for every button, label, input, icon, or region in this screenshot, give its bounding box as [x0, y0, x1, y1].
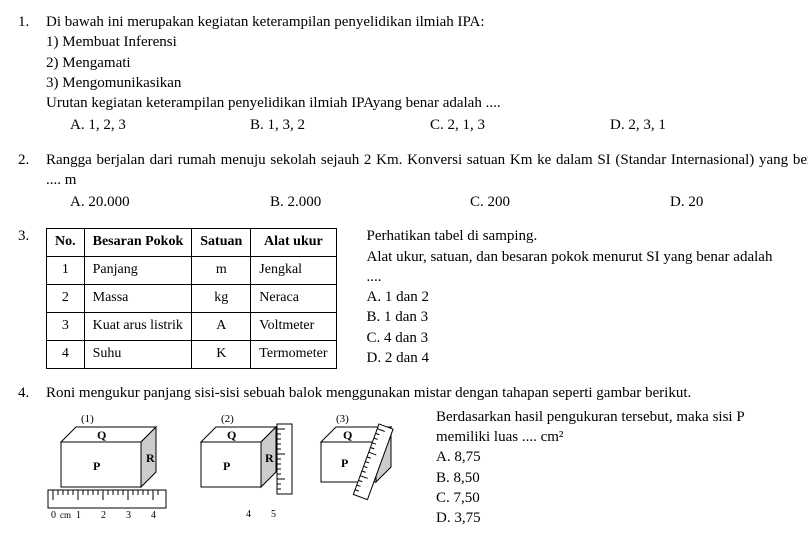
q3-choice-b: B. 1 dan 3 [367, 307, 791, 327]
ruler1-tick-0: 0 [51, 510, 56, 521]
q4-right: Berdasarkan hasil pengukuran tersebut, m… [436, 407, 790, 529]
q2-stem: Rangga berjalan dari rumah menuju sekola… [46, 150, 808, 191]
q3-body: No. Besaran Pokok Satuan Alat ukur 1 Pan… [46, 226, 790, 368]
q1-item-2: 2) Mengamati [46, 53, 790, 73]
diagram-label-2: (2) [221, 413, 234, 425]
q1-body: Di bawah ini merupakan kegiatan keteramp… [46, 12, 790, 136]
q2-choice-b: B. 2.000 [270, 192, 470, 212]
q1-choice-a: A. 1, 2, 3 [70, 115, 250, 135]
q2-choices: A. 20.000 B. 2.000 C. 200 D. 20 [46, 192, 808, 212]
cell-besaran: Massa [84, 285, 192, 313]
cell-alat: Neraca [251, 285, 336, 313]
q1-item-1: 1) Membuat Inferensi [46, 32, 790, 52]
q3-choice-d: D. 2 dan 4 [367, 348, 791, 368]
q1-choice-d: D. 2, 3, 1 [610, 115, 790, 135]
q3-table: No. Besaran Pokok Satuan Alat ukur 1 Pan… [46, 228, 337, 368]
q1-item-3: 3) Mengomunikasikan [46, 73, 790, 93]
ruler1-tick-3: 3 [126, 510, 131, 521]
q4-choice-d: D. 3,75 [436, 508, 790, 528]
th-alat: Alat ukur [251, 229, 336, 257]
question-2: 2. Rangga berjalan dari rumah menuju sek… [18, 150, 790, 213]
q3-line2: Alat ukur, satuan, dan besaran pokok men… [367, 247, 791, 288]
ruler1-tick-4: 4 [151, 510, 156, 521]
q1-number: 1. [18, 12, 46, 32]
q3-choice-c: C. 4 dan 3 [367, 328, 791, 348]
q2-choice-c: C. 200 [470, 192, 670, 212]
cell-alat: Voltmeter [251, 312, 336, 340]
label-p: P [341, 456, 348, 470]
th-besaran: Besaran Pokok [84, 229, 192, 257]
cell-satuan: K [192, 340, 251, 368]
ruler1-cm: cm [60, 510, 71, 520]
q4-line1: Berdasarkan hasil pengukuran tersebut, m… [436, 407, 790, 448]
ruler2-tick-5: 5 [271, 509, 276, 520]
q2-choice-d: D. 20 [670, 192, 808, 212]
cell-no: 3 [47, 312, 85, 340]
q3-number: 3. [18, 226, 46, 246]
cell-no: 4 [47, 340, 85, 368]
q3-table-wrap: No. Besaran Pokok Satuan Alat ukur 1 Pan… [46, 226, 337, 368]
q4-diagram: (1) Q P R [46, 407, 416, 522]
label-p: P [223, 459, 230, 473]
q3-line1: Perhatikan tabel di samping. [367, 226, 791, 246]
question-4: 4. Roni mengukur panjang sisi-sisi sebua… [18, 383, 790, 529]
table-row: 1 Panjang m Jengkal [47, 257, 337, 285]
q4-content: (1) Q P R [46, 407, 790, 529]
q1-stem: Di bawah ini merupakan kegiatan keteramp… [46, 12, 790, 32]
label-q: Q [97, 428, 106, 442]
q1-choice-b: B. 1, 3, 2 [250, 115, 430, 135]
cell-satuan: A [192, 312, 251, 340]
q1-prompt: Urutan kegiatan keterampilan penyelidika… [46, 93, 790, 113]
ruler1-tick-2: 2 [101, 510, 106, 521]
balok-diagram-icon: (1) Q P R [46, 407, 416, 522]
cell-no: 1 [47, 257, 85, 285]
q3-right: Perhatikan tabel di samping. Alat ukur, … [367, 226, 791, 368]
label-r: R [146, 451, 155, 465]
question-1: 1. Di bawah ini merupakan kegiatan keter… [18, 12, 790, 136]
q3-choice-a: A. 1 dan 2 [367, 287, 791, 307]
table-row: 3 Kuat arus listrik A Voltmeter [47, 312, 337, 340]
cell-satuan: kg [192, 285, 251, 313]
q2-body: Rangga berjalan dari rumah menuju sekola… [46, 150, 808, 213]
q1-choices: A. 1, 2, 3 B. 1, 3, 2 C. 2, 1, 3 D. 2, 3… [46, 115, 790, 135]
table-row: 2 Massa kg Neraca [47, 285, 337, 313]
diagram-label-1: (1) [81, 413, 94, 425]
cell-besaran: Suhu [84, 340, 192, 368]
ruler2-tick-4: 4 [246, 509, 251, 520]
q1-choice-c: C. 2, 1, 3 [430, 115, 610, 135]
cell-besaran: Kuat arus listrik [84, 312, 192, 340]
th-satuan: Satuan [192, 229, 251, 257]
th-no: No. [47, 229, 85, 257]
label-p: P [93, 459, 100, 473]
table-row: 4 Suhu K Termometer [47, 340, 337, 368]
label-q: Q [343, 428, 352, 442]
q4-choice-b: B. 8,50 [436, 468, 790, 488]
label-r: R [265, 451, 274, 465]
q4-choice-c: C. 7,50 [436, 488, 790, 508]
cell-alat: Jengkal [251, 257, 336, 285]
q4-choice-a: A. 8,75 [436, 447, 790, 467]
q1-items: 1) Membuat Inferensi 2) Mengamati 3) Men… [46, 32, 790, 93]
q4-number: 4. [18, 383, 46, 403]
diagram-label-3: (3) [336, 413, 349, 425]
ruler1-tick-1: 1 [76, 510, 81, 521]
q4-body: Roni mengukur panjang sisi-sisi sebuah b… [46, 383, 790, 529]
cell-besaran: Panjang [84, 257, 192, 285]
q2-number: 2. [18, 150, 46, 170]
label-q: Q [227, 428, 236, 442]
table-header-row: No. Besaran Pokok Satuan Alat ukur [47, 229, 337, 257]
cell-no: 2 [47, 285, 85, 313]
cell-satuan: m [192, 257, 251, 285]
question-3: 3. No. Besaran Pokok Satuan Alat ukur 1 … [18, 226, 790, 368]
q2-choice-a: A. 20.000 [70, 192, 270, 212]
cell-alat: Termometer [251, 340, 336, 368]
q4-stem: Roni mengukur panjang sisi-sisi sebuah b… [46, 383, 790, 403]
